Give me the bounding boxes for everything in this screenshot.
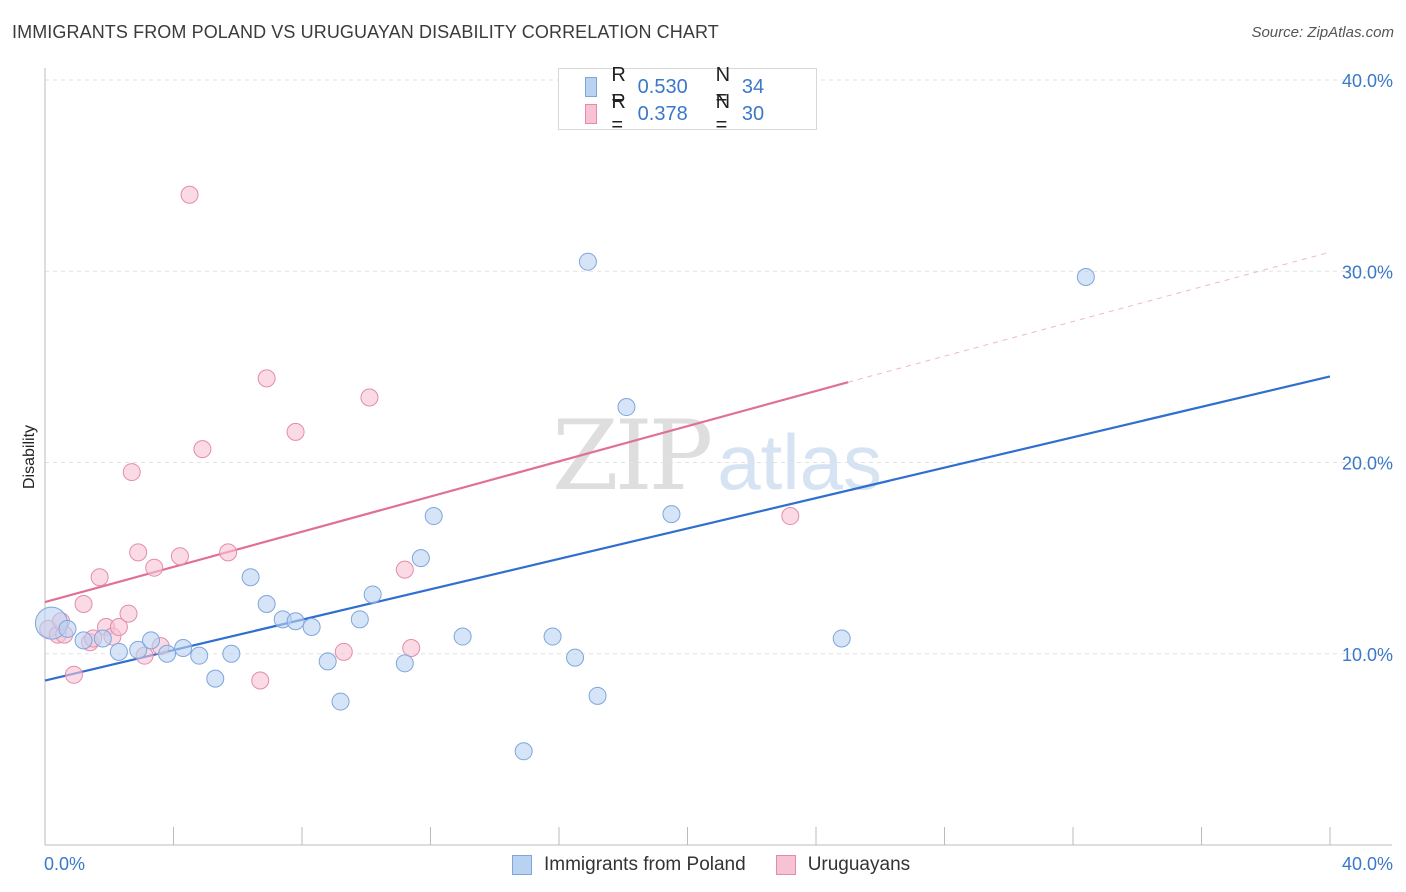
r-label: R = [611,64,626,109]
point-poland [514,742,533,761]
legend-item-uruguayans[interactable]: Uruguayans [775,854,911,876]
point-uruguayans [170,547,189,566]
y-tick-label: 20.0% [1342,454,1393,474]
correlation-legend: R = 0.530 N = 34 R = 0.378 N = 30 [558,64,820,136]
point-poland [453,627,472,646]
point-poland [257,595,276,614]
point-poland [1076,267,1095,286]
point-uruguayans [180,185,199,204]
point-poland [363,585,382,604]
point-poland [174,639,193,658]
y-tick-label: 30.0% [1342,262,1393,282]
legend-label-poland: Immigrants from Poland [544,854,746,875]
point-poland [158,644,177,663]
grid-lines [45,79,1392,655]
chart-title: IMMIGRANTS FROM POLAND VS URUGUAYAN DISA… [12,22,719,42]
poland-swatch [512,855,532,875]
r-value: 0.530 [637,75,688,98]
point-poland [331,692,350,711]
n-label: N = [715,91,731,136]
legend-row-poland: R = 0.530 N = 34 [585,64,820,109]
point-poland [832,629,851,648]
uruguayans-swatch [775,855,796,875]
point-poland [241,568,260,587]
series-legend: Immigrants from Poland Uruguayans [512,852,940,878]
point-poland [350,610,369,629]
trend-line-uruguayans [44,381,849,604]
legend-row-uruguayans: R = 0.378 N = 30 [585,91,820,136]
n-value: 30 [741,102,765,125]
n-label: N = [715,64,731,109]
source-label: Source: ZipAtlas.com [1251,24,1394,41]
point-poland [617,398,636,417]
legend-label-uruguayans: Uruguayans [807,854,911,875]
point-poland [662,505,681,524]
uruguayans-swatch [585,104,598,124]
poland-swatch [585,77,598,97]
point-poland [58,619,77,638]
point-poland [588,686,607,705]
y-tick-label: 10.0% [1342,645,1393,665]
point-uruguayans [90,568,109,587]
point-poland [395,654,414,673]
r-label: R = [611,91,626,136]
point-poland [302,617,321,636]
n-value: 34 [741,75,765,98]
point-poland [206,669,225,688]
x-tick-label: 0.0% [44,854,85,874]
point-uruguayans [251,671,270,690]
point-uruguayans [64,665,83,684]
point-uruguayans [402,639,421,658]
tick-labels: 10.0% 20.0% 30.0% 40.0% 0.0% 40.0% [44,71,1393,874]
point-poland [109,642,128,661]
legend-item-poland[interactable]: Immigrants from Poland [512,854,746,876]
point-uruguayans [286,422,305,441]
point-poland [142,631,161,650]
point-poland [190,646,209,665]
point-uruguayans [257,369,276,388]
point-poland [578,252,597,271]
point-poland [318,652,337,671]
trend-line-uruguayans-extension [847,251,1331,383]
data-points [34,185,1095,761]
trend-line-poland [44,375,1331,682]
point-uruguayans [122,463,141,482]
point-uruguayans [219,543,238,562]
y-axis-label: Disability [21,425,38,489]
point-uruguayans [193,440,212,459]
point-poland [566,648,585,667]
r-value: 0.378 [637,102,688,125]
axes [44,68,1392,846]
trend-lines [44,251,1331,682]
x-tick-label: 40.0% [1342,854,1393,874]
y-tick-label: 40.0% [1342,71,1393,91]
point-uruguayans [360,388,379,407]
point-poland [74,631,93,650]
point-uruguayans [145,558,164,577]
point-poland [424,507,443,526]
point-uruguayans [395,560,414,579]
point-uruguayans [129,543,148,562]
point-poland [93,629,112,648]
point-poland [543,627,562,646]
point-uruguayans [781,507,800,526]
point-uruguayans [74,595,93,614]
point-poland [129,640,148,659]
point-uruguayans [109,617,128,636]
point-uruguayans [119,604,138,623]
point-poland [222,644,241,663]
point-uruguayans [334,642,353,661]
point-poland [411,549,430,568]
point-poland [286,612,305,631]
